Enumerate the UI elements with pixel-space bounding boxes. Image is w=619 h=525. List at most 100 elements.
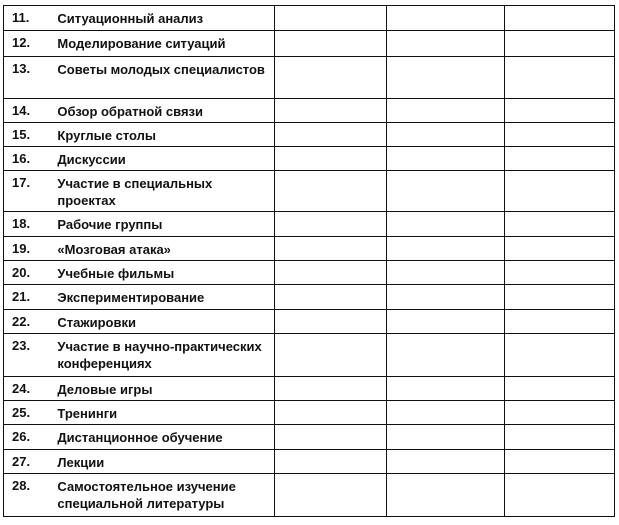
row-number: 21. bbox=[3, 284, 52, 310]
row-number: 28. bbox=[3, 473, 52, 517]
empty-cell bbox=[273, 56, 388, 99]
empty-cell bbox=[504, 122, 615, 147]
table-row: 19. «Мозговая атака» bbox=[3, 236, 615, 261]
empty-cell bbox=[386, 122, 506, 147]
empty-cell bbox=[386, 170, 506, 212]
method-name: Круглые столы bbox=[51, 122, 275, 147]
table-row: 22. Стажировки bbox=[3, 309, 615, 334]
empty-cell bbox=[504, 30, 615, 57]
method-name: Рабочие группы bbox=[51, 211, 275, 237]
table-row: 16. Дискуссии bbox=[3, 146, 615, 171]
empty-cell bbox=[273, 170, 388, 212]
empty-cell bbox=[504, 449, 615, 474]
empty-cell bbox=[504, 236, 615, 261]
table-row: 14. Обзор обратной связи bbox=[3, 98, 615, 123]
empty-cell bbox=[504, 146, 615, 171]
empty-cell bbox=[273, 146, 388, 171]
empty-cell bbox=[273, 260, 388, 285]
table-row: 24. Деловые игры bbox=[3, 376, 615, 401]
empty-cell bbox=[273, 30, 388, 57]
empty-cell bbox=[504, 56, 615, 99]
table-row: 21. Экспериментирование bbox=[3, 284, 615, 310]
method-name: Советы молодых специалистов bbox=[51, 56, 275, 99]
method-name: Тренинги bbox=[51, 400, 275, 425]
row-number: 16. bbox=[3, 146, 52, 171]
empty-cell bbox=[504, 400, 615, 425]
row-number: 17. bbox=[3, 170, 52, 212]
table-row: 26. Дистанционное обучение bbox=[3, 424, 615, 450]
row-number: 15. bbox=[3, 122, 52, 147]
empty-cell bbox=[504, 211, 615, 237]
table-row: 17. Участие в специальных проектах bbox=[3, 170, 615, 212]
empty-cell bbox=[386, 424, 506, 450]
empty-cell bbox=[386, 449, 506, 474]
empty-cell bbox=[504, 473, 615, 517]
method-name: Самостоятельное изучение специальной лит… bbox=[51, 473, 275, 517]
row-number: 27. bbox=[3, 449, 52, 474]
empty-cell bbox=[386, 56, 506, 99]
empty-cell bbox=[386, 146, 506, 171]
empty-cell bbox=[273, 473, 388, 517]
empty-cell bbox=[504, 333, 615, 377]
empty-cell bbox=[504, 98, 615, 123]
empty-cell bbox=[504, 260, 615, 285]
row-number: 22. bbox=[3, 309, 52, 334]
empty-cell bbox=[273, 333, 388, 377]
empty-cell bbox=[273, 284, 388, 310]
method-name: Учебные фильмы bbox=[51, 260, 275, 285]
empty-cell bbox=[386, 260, 506, 285]
empty-cell bbox=[386, 236, 506, 261]
method-name: Дискуссии bbox=[51, 146, 275, 171]
method-name: Дистанционное обучение bbox=[51, 424, 275, 450]
table-row: 25. Тренинги bbox=[3, 400, 615, 425]
method-name: Лекции bbox=[51, 449, 275, 474]
empty-cell bbox=[273, 376, 388, 401]
empty-cell bbox=[273, 211, 388, 237]
table-row: 27. Лекции bbox=[3, 449, 615, 474]
table-row: 11. Ситуационный анализ bbox=[3, 5, 615, 31]
method-name: Деловые игры bbox=[51, 376, 275, 401]
empty-cell bbox=[386, 473, 506, 517]
row-number: 12. bbox=[3, 30, 52, 57]
method-name: Стажировки bbox=[51, 309, 275, 334]
empty-cell bbox=[504, 424, 615, 450]
empty-cell bbox=[386, 309, 506, 334]
empty-cell bbox=[273, 98, 388, 123]
method-name: Моделирование ситуаций bbox=[51, 30, 275, 57]
row-number: 26. bbox=[3, 424, 52, 450]
empty-cell bbox=[273, 449, 388, 474]
empty-cell bbox=[386, 400, 506, 425]
table-row: 15. Круглые столы bbox=[3, 122, 615, 147]
method-name: Ситуационный анализ bbox=[51, 5, 275, 31]
row-number: 25. bbox=[3, 400, 52, 425]
empty-cell bbox=[273, 5, 388, 31]
empty-cell bbox=[386, 333, 506, 377]
table-row: 18. Рабочие группы bbox=[3, 211, 615, 237]
empty-cell bbox=[386, 98, 506, 123]
empty-cell bbox=[386, 5, 506, 31]
method-name: «Мозговая атака» bbox=[51, 236, 275, 261]
empty-cell bbox=[386, 284, 506, 310]
empty-cell bbox=[273, 400, 388, 425]
table-row: 12. Моделирование ситуаций bbox=[3, 30, 615, 57]
empty-cell bbox=[504, 284, 615, 310]
row-number: 20. bbox=[3, 260, 52, 285]
row-number: 13. bbox=[3, 56, 52, 99]
table-row: 13. Советы молодых специалистов bbox=[3, 56, 615, 99]
empty-cell bbox=[504, 376, 615, 401]
row-number: 24. bbox=[3, 376, 52, 401]
empty-cell bbox=[504, 309, 615, 334]
empty-cell bbox=[386, 211, 506, 237]
row-number: 18. bbox=[3, 211, 52, 237]
empty-cell bbox=[386, 30, 506, 57]
method-name: Участие в специальных проектах bbox=[51, 170, 275, 212]
row-number: 19. bbox=[3, 236, 52, 261]
row-number: 11. bbox=[3, 5, 52, 31]
empty-cell bbox=[504, 170, 615, 212]
empty-cell bbox=[273, 309, 388, 334]
row-number: 14. bbox=[3, 98, 52, 123]
table-row: 28. Самостоятельное изучение специальной… bbox=[3, 473, 615, 517]
empty-cell bbox=[273, 236, 388, 261]
empty-cell bbox=[386, 376, 506, 401]
table-body: 11. Ситуационный анализ 12. Моделировани… bbox=[3, 5, 615, 517]
